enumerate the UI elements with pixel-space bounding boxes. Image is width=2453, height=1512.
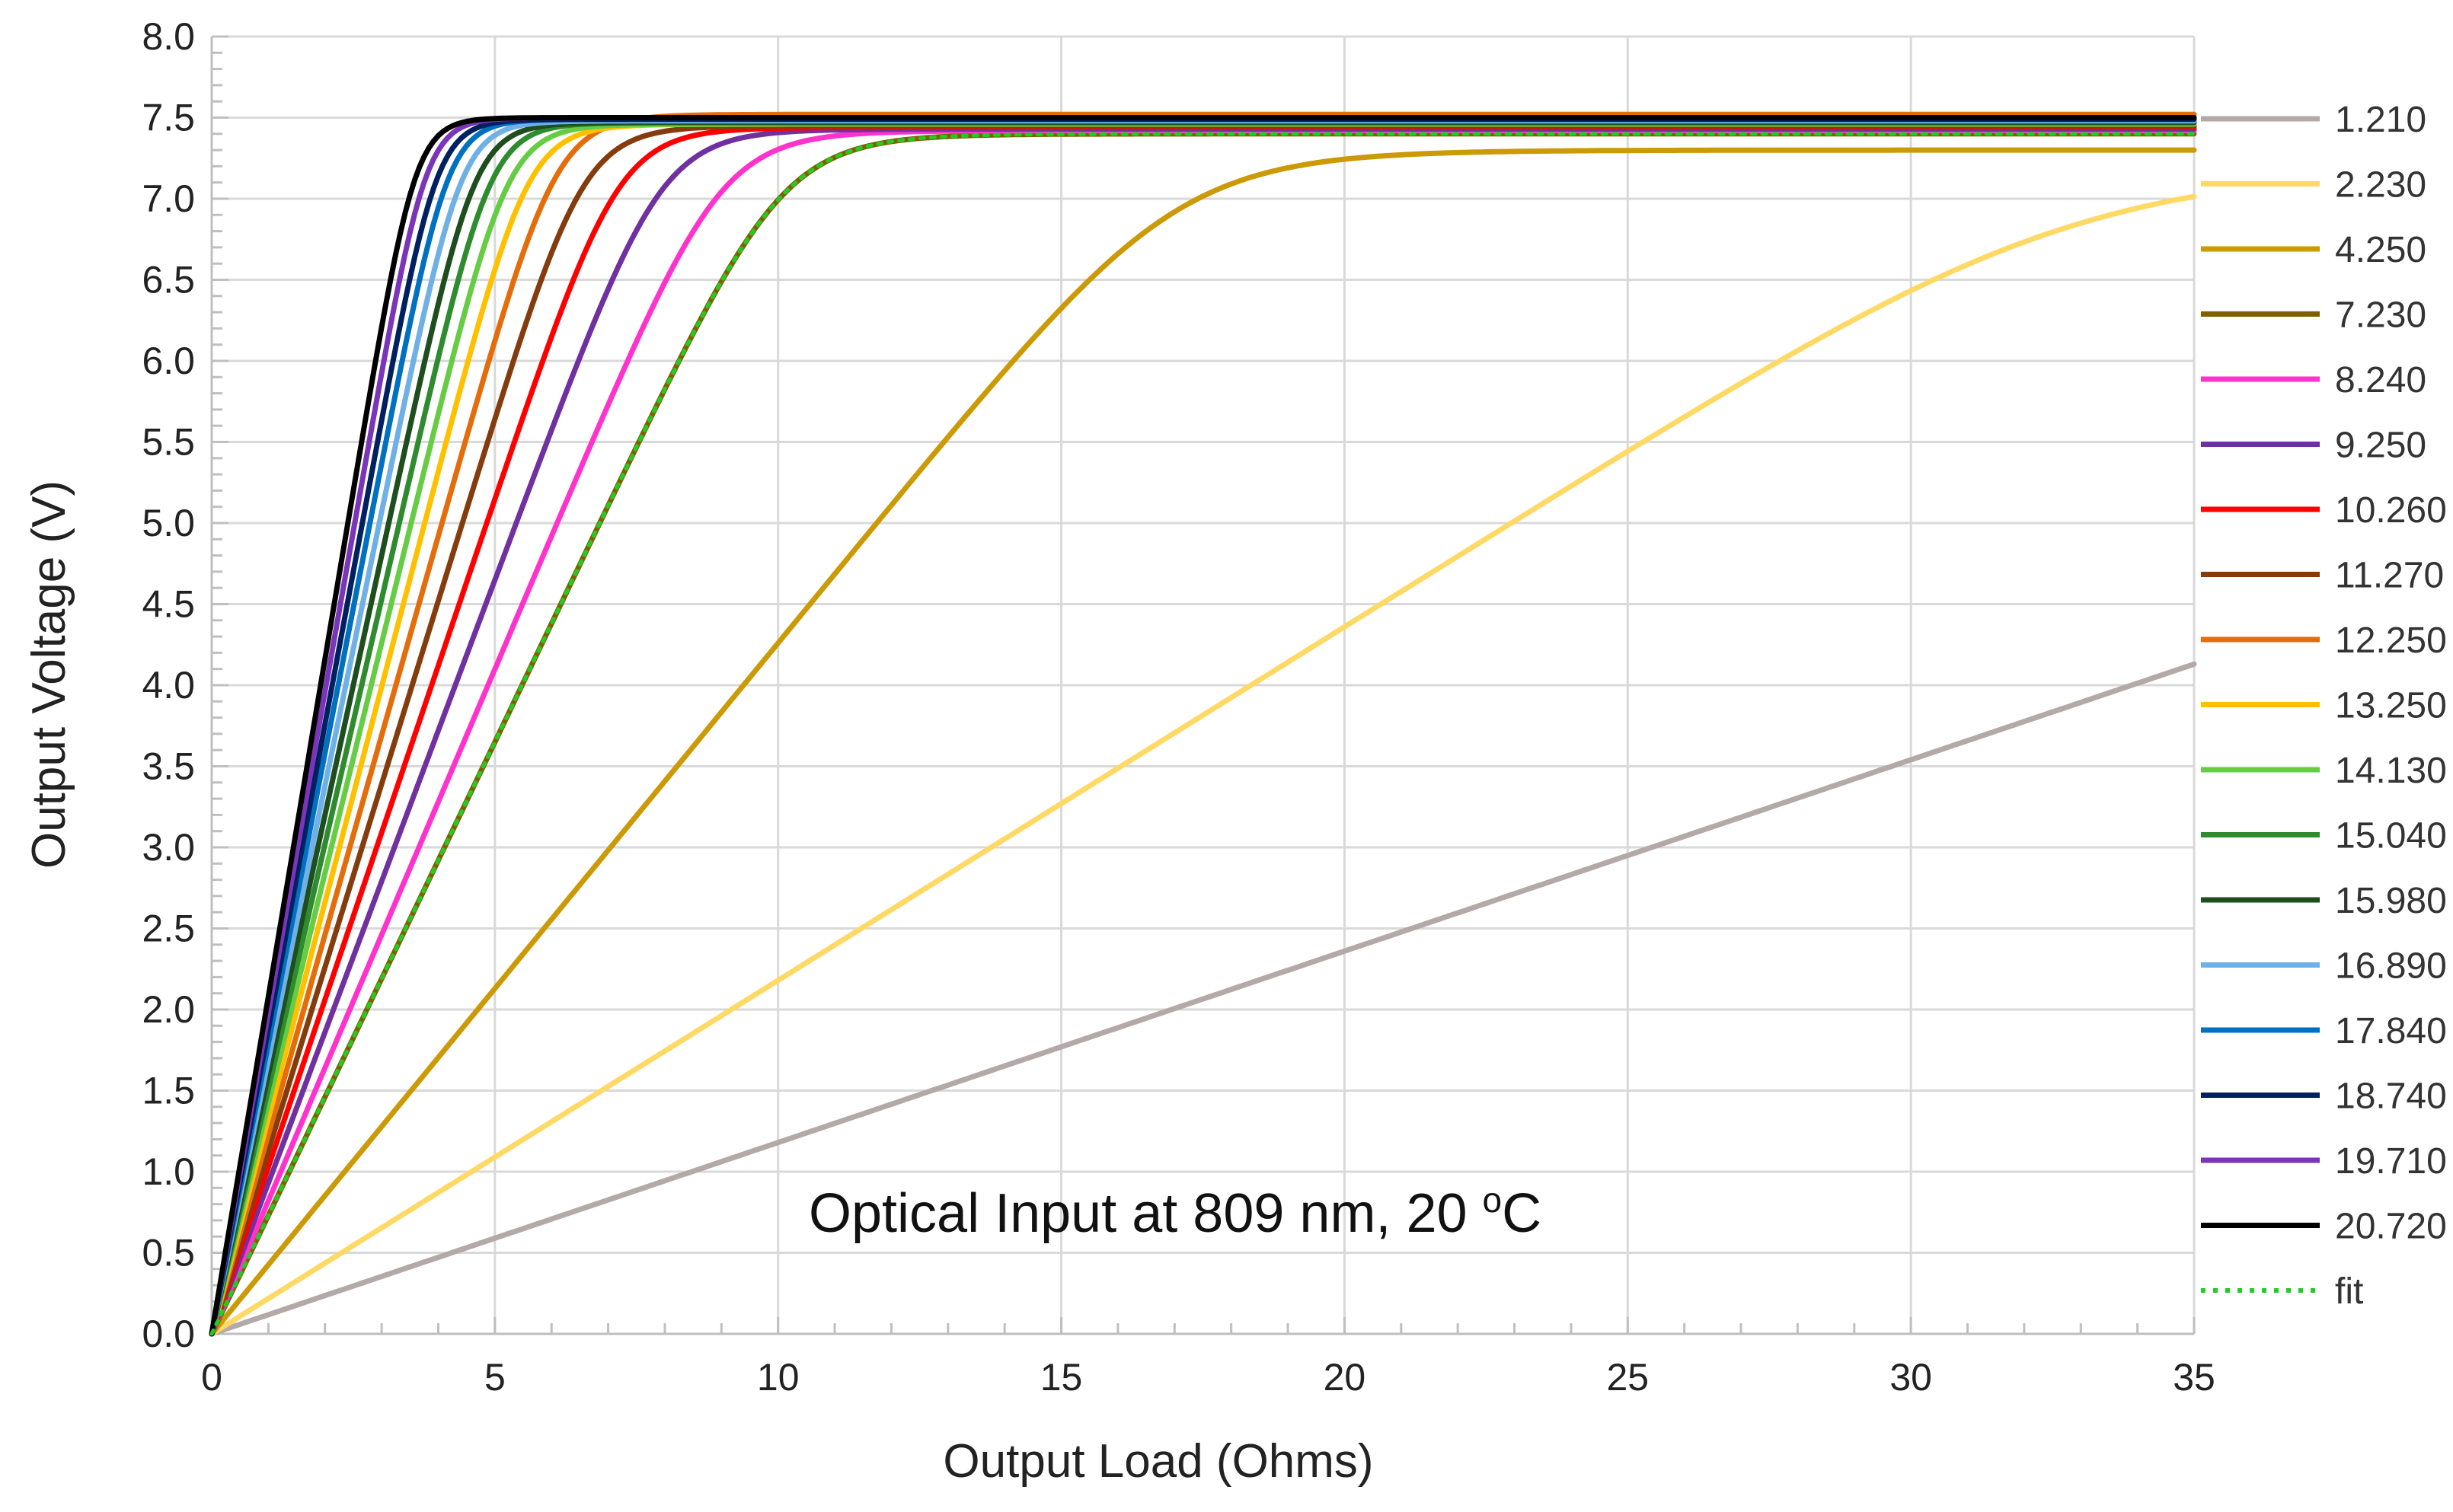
axes bbox=[210, 35, 2196, 1335]
tick-labels: 0.0 0.5 1.0 1.5 2.0 2.5 3.0 3.5 4.0 4.5 5.0 5.5 6.0 6… bbox=[142, 15, 2215, 1399]
legend-label-16-890: 16.890 bbox=[2335, 946, 2447, 987]
y-tick-label: 5.5 bbox=[142, 421, 195, 464]
annotation-suffix: C bbox=[1502, 1183, 1541, 1244]
y-tick-label: 7.0 bbox=[142, 177, 195, 220]
y-tick-label: 1.5 bbox=[142, 1070, 195, 1112]
y-tick-label: 3.5 bbox=[142, 745, 195, 788]
y-tick-label: 5.0 bbox=[142, 502, 195, 544]
y-tick-label: 2.5 bbox=[142, 908, 195, 950]
y-tick-label: 7.5 bbox=[142, 97, 195, 139]
x-tick-label: 25 bbox=[1606, 1356, 1649, 1399]
legend-label-12-250: 12.250 bbox=[2335, 620, 2447, 661]
legend-label-1-210: 1.210 bbox=[2335, 100, 2426, 140]
series-line-2-230 bbox=[209, 193, 2197, 1337]
y-tick-label: 2.0 bbox=[142, 988, 195, 1031]
series-line-12-250 bbox=[209, 111, 2197, 1337]
series-group bbox=[209, 111, 2197, 1337]
legend-label-14-130: 14.130 bbox=[2335, 751, 2447, 791]
legend-label-18-740: 18.740 bbox=[2335, 1077, 2447, 1117]
annotation-superscript: o bbox=[1483, 1180, 1503, 1220]
legend-label-9-250: 9.250 bbox=[2335, 426, 2426, 466]
legend-label-11-270: 11.270 bbox=[2335, 556, 2444, 596]
legend-label-8-240: 8.240 bbox=[2335, 360, 2426, 400]
annotation-main: Optical Input at 809 nm, 20 bbox=[809, 1183, 1483, 1244]
x-tick-label: 20 bbox=[1324, 1356, 1366, 1399]
legend-label-13-250: 13.250 bbox=[2335, 686, 2447, 726]
annotation-text: Optical Input at 809 nm, 20 oC bbox=[809, 1180, 1541, 1244]
y-tick-label: 8.0 bbox=[142, 15, 195, 58]
legend-label-19-710: 19.710 bbox=[2335, 1141, 2447, 1182]
legend-label-15-040: 15.040 bbox=[2335, 816, 2447, 856]
x-tick-label: 30 bbox=[1889, 1356, 1932, 1399]
legend-label-2-230: 2.230 bbox=[2335, 165, 2426, 206]
y-tick-label: 4.5 bbox=[142, 583, 195, 626]
x-tick-label: 15 bbox=[1040, 1356, 1083, 1399]
legend-label-17-840: 17.840 bbox=[2335, 1011, 2447, 1051]
legend-label-20-720: 20.720 bbox=[2335, 1207, 2447, 1247]
x-tick-label: 5 bbox=[484, 1356, 506, 1399]
legend-label-10-260: 10.260 bbox=[2335, 490, 2447, 531]
legend-label-4-250: 4.250 bbox=[2335, 230, 2426, 270]
legend: 1.210 2.230 4.250 7.230 8.240 9.250 10.260 11.2… bbox=[2201, 100, 2447, 1312]
x-tick-label: 35 bbox=[2173, 1356, 2215, 1399]
y-tick-label: 0.0 bbox=[142, 1313, 195, 1355]
series-line-fit bbox=[209, 132, 2196, 1336]
y-axis-title: Output Voltage (V) bbox=[23, 480, 75, 869]
x-tick-label: 0 bbox=[201, 1356, 222, 1399]
y-tick-label: 3.0 bbox=[142, 826, 195, 869]
legend-label-7-230: 7.230 bbox=[2335, 295, 2426, 336]
legend-label-15-980: 15.980 bbox=[2335, 881, 2447, 921]
legend-label-fit: fit bbox=[2335, 1271, 2363, 1312]
x-tick-label: 10 bbox=[757, 1356, 800, 1399]
y-tick-label: 1.0 bbox=[142, 1150, 195, 1193]
series-line-20-720 bbox=[209, 115, 2197, 1337]
y-tick-label: 0.5 bbox=[142, 1232, 195, 1274]
x-axis-title: Output Load (Ohms) bbox=[943, 1435, 1373, 1488]
y-tick-label: 6.5 bbox=[142, 259, 195, 301]
y-tick-label: 6.0 bbox=[142, 340, 195, 382]
series-line-4-250 bbox=[209, 147, 2197, 1337]
y-tick-label: 4.0 bbox=[142, 664, 195, 707]
series-line-1-210 bbox=[209, 661, 2197, 1337]
